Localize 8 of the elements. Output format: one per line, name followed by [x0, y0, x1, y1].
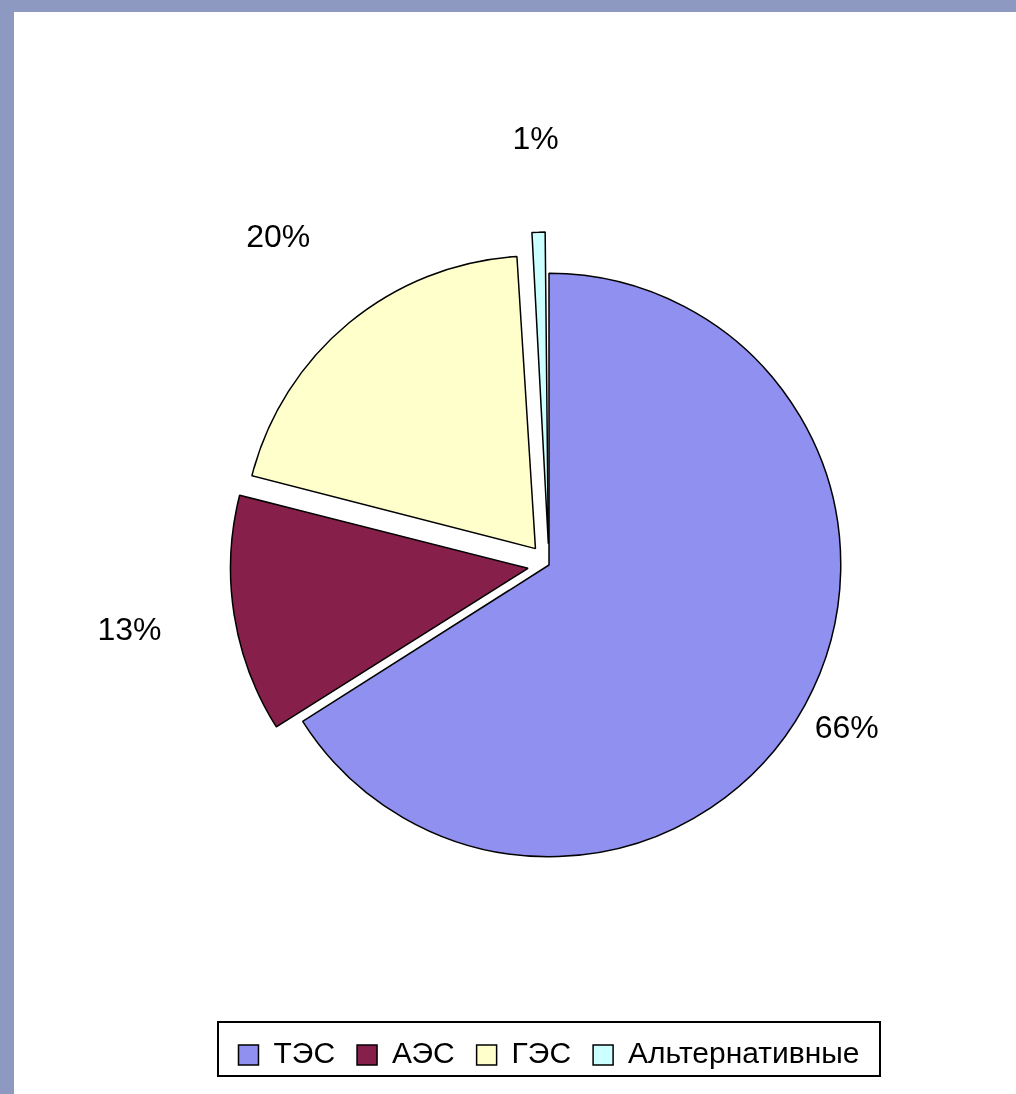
data-label: 1%: [512, 120, 559, 157]
data-label: 20%: [246, 217, 311, 254]
legend-label: ГЭС: [511, 1036, 572, 1070]
data-label: 66%: [814, 708, 879, 745]
legend-label: Альтернативные: [628, 1036, 860, 1070]
data-label: 13%: [97, 611, 162, 648]
legend-label: ТЭС: [273, 1036, 336, 1070]
legend-label: АЭС: [392, 1036, 455, 1070]
